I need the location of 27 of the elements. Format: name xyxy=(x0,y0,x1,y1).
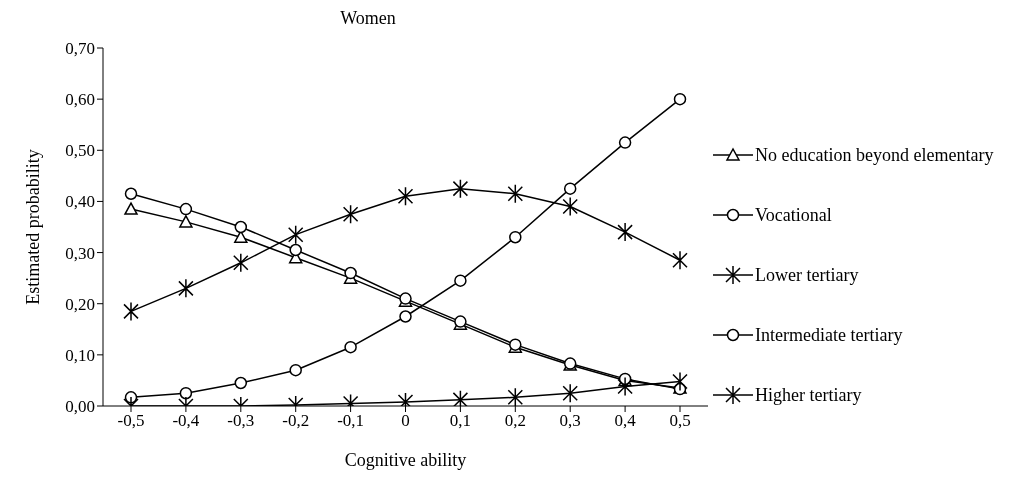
x-tick-label: 0,3 xyxy=(559,411,581,431)
legend-label: Lower tertiary xyxy=(755,264,859,287)
x-tick-label: -0,5 xyxy=(117,411,145,431)
legend-label: No education beyond elementary xyxy=(755,144,994,167)
y-tick-label: 0,40 xyxy=(65,192,95,212)
y-tick-label: 0,60 xyxy=(65,90,95,110)
x-tick-label: -0,4 xyxy=(172,411,200,431)
y-tick-label: 0,70 xyxy=(65,39,95,59)
y-tick-label: 0,30 xyxy=(65,243,95,263)
y-tick-label: 0,00 xyxy=(65,397,95,417)
x-tick-label: -0,2 xyxy=(282,411,310,431)
x-tick-label: 0 xyxy=(401,411,410,431)
y-axis-title: Estimated probability xyxy=(23,149,44,305)
legend-label: Intermediate tertiary xyxy=(755,324,903,347)
x-tick-label: 0,4 xyxy=(614,411,637,431)
y-tick-label: 0,20 xyxy=(65,294,95,314)
legend-label: Higher tertiary xyxy=(755,384,862,407)
legend-label: Vocational xyxy=(755,204,832,227)
x-tick-label: 0,1 xyxy=(449,411,472,431)
y-tick-label: 0,50 xyxy=(65,141,95,161)
chart-title: Women xyxy=(339,8,397,29)
y-tick-label: 0,10 xyxy=(65,345,95,365)
x-tick-label: 0,5 xyxy=(669,411,691,431)
x-tick-label: -0,3 xyxy=(227,411,255,431)
x-tick-label: -0,1 xyxy=(337,411,365,431)
x-tick-label: 0,2 xyxy=(504,411,526,431)
x-axis-title: Cognitive ability xyxy=(344,450,467,470)
